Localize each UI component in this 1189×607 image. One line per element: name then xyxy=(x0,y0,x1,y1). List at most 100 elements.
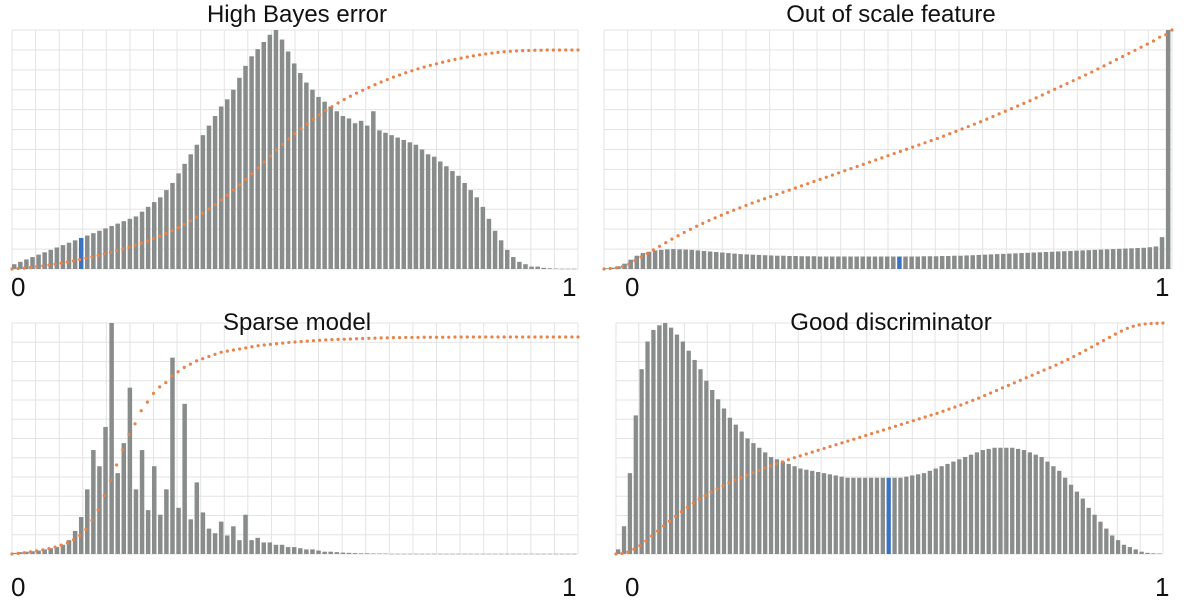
histogram-bar xyxy=(188,519,193,554)
cdf-point xyxy=(262,160,266,164)
cdf-point xyxy=(627,262,631,266)
histogram-bar xyxy=(383,553,388,555)
histogram-bar xyxy=(121,443,127,554)
histogram-bar xyxy=(364,553,370,554)
cdf-point xyxy=(1065,81,1069,86)
cdf-point xyxy=(367,85,371,90)
histogram-bar xyxy=(188,154,193,269)
cdf-point xyxy=(904,147,909,151)
cdf-point xyxy=(539,48,543,52)
cdf-point xyxy=(459,56,463,60)
cdf-point xyxy=(775,192,779,197)
histogram-bar xyxy=(733,424,738,554)
cdf-point xyxy=(410,69,414,73)
histogram-bar xyxy=(334,552,340,554)
histogram-bar xyxy=(425,154,431,269)
histogram-bar xyxy=(757,447,762,554)
histogram-bar xyxy=(54,247,60,269)
bars xyxy=(12,30,577,270)
cdf-point xyxy=(837,171,841,175)
histogram-bar xyxy=(815,472,821,554)
cdf-point xyxy=(373,336,377,340)
histogram-bar xyxy=(145,510,151,554)
cdf-point xyxy=(527,335,531,339)
cdf-point xyxy=(158,385,162,389)
cdf-point xyxy=(614,552,618,556)
cdf-point xyxy=(225,349,229,353)
cdf-point xyxy=(1000,386,1005,390)
histogram-bar xyxy=(974,452,980,554)
histogram-bar xyxy=(1031,252,1037,269)
cdf-point xyxy=(545,335,549,339)
cdf-curve xyxy=(614,321,1165,556)
histogram-bar xyxy=(389,553,394,555)
histogram-bar xyxy=(261,41,267,270)
cdf-point xyxy=(725,211,730,215)
cdf-point xyxy=(59,543,63,547)
histogram-bar xyxy=(651,329,656,554)
histogram-bar xyxy=(817,256,823,269)
histogram-bar xyxy=(498,553,504,555)
histogram-bar xyxy=(389,135,394,269)
histogram-bar xyxy=(450,171,455,269)
histogram-bar xyxy=(170,182,175,269)
histogram-bar xyxy=(535,266,540,269)
cdf-point xyxy=(354,337,359,341)
cdf-point xyxy=(416,335,420,340)
histogram-bar xyxy=(839,476,844,555)
cdf-point xyxy=(834,443,838,447)
cdf-point xyxy=(299,339,303,344)
cdf-point xyxy=(121,448,125,452)
cdf-point xyxy=(170,229,174,233)
histogram-bar xyxy=(910,475,915,554)
histogram-bar xyxy=(291,547,297,554)
histogram-bar xyxy=(413,144,419,269)
cdf-point xyxy=(911,419,915,423)
histogram-bar xyxy=(992,447,997,554)
cdf-point xyxy=(781,190,785,194)
cdf-point xyxy=(1046,90,1051,94)
cdf-point xyxy=(751,471,755,475)
histogram-bar xyxy=(1104,528,1109,554)
histogram-bar xyxy=(553,268,559,270)
histogram-bar xyxy=(898,477,903,554)
cdf-point xyxy=(1066,357,1070,362)
histogram-bar xyxy=(328,106,333,269)
cdf-point xyxy=(22,266,26,270)
histogram-bar xyxy=(212,533,218,554)
cdf-point xyxy=(35,549,39,553)
histogram-bar xyxy=(316,96,321,269)
histogram-bar xyxy=(310,89,315,269)
cdf-point xyxy=(194,215,199,219)
cdf-point xyxy=(852,437,856,441)
cdf-point xyxy=(164,231,168,236)
cdf-point xyxy=(824,175,828,179)
cdf-point xyxy=(305,122,309,126)
cdf-point xyxy=(1024,376,1028,380)
cdf-point xyxy=(176,370,180,374)
cdf-point xyxy=(695,224,699,228)
cdf-point xyxy=(667,519,672,523)
histogram-bar xyxy=(798,468,803,554)
cdf-point xyxy=(102,252,106,256)
cdf-point xyxy=(188,362,193,366)
cdf-point xyxy=(576,48,580,52)
cdf-point xyxy=(219,198,223,202)
histogram-bar xyxy=(933,468,938,554)
histogram-bar xyxy=(42,549,47,554)
cdf-point xyxy=(133,243,137,247)
cdf-point xyxy=(787,188,791,192)
cdf-point xyxy=(318,338,322,342)
histogram-bar xyxy=(151,202,157,269)
histogram-bar xyxy=(1147,247,1153,269)
cdf-point xyxy=(293,132,297,136)
cdf-point xyxy=(231,188,236,192)
cdf-point xyxy=(732,208,736,212)
histogram-bar xyxy=(194,144,200,269)
cdf-point xyxy=(447,335,451,339)
cdf-point xyxy=(1078,351,1082,356)
bars xyxy=(12,323,577,555)
histogram-bar xyxy=(1104,249,1110,269)
histogram-bar xyxy=(127,218,133,269)
cdf-point xyxy=(645,251,649,256)
